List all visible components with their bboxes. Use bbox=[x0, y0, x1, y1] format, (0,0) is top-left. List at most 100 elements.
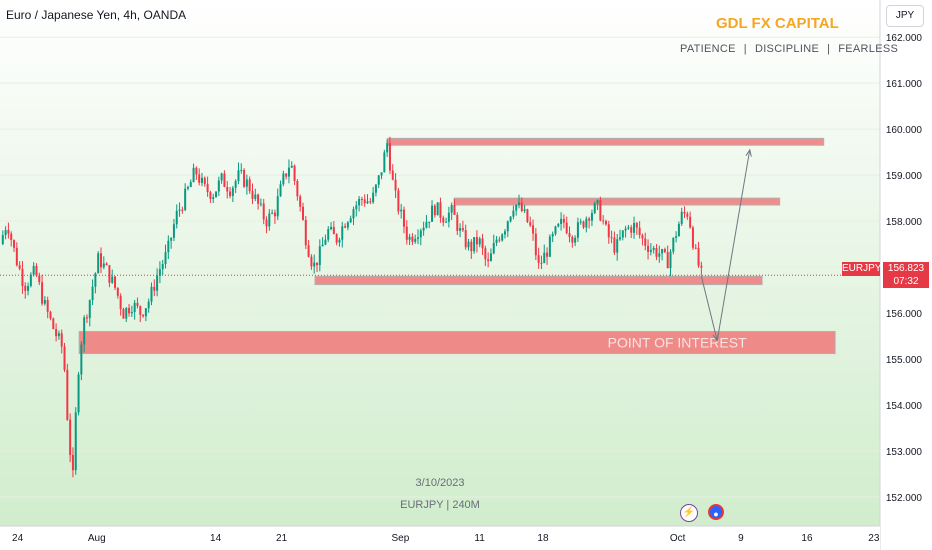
candle-body bbox=[501, 234, 504, 241]
last-price-label: 156.823 07:32 bbox=[883, 262, 929, 288]
candle-body bbox=[388, 143, 391, 171]
candle-body bbox=[683, 211, 686, 214]
price-tick-label: 153.000 bbox=[886, 447, 923, 458]
candle-body bbox=[144, 308, 147, 317]
candle-body bbox=[590, 213, 593, 221]
candle-body bbox=[133, 302, 136, 312]
candle-body bbox=[181, 209, 184, 211]
time-tick-label: Oct bbox=[670, 533, 686, 544]
candle-body bbox=[641, 235, 644, 239]
candle-body bbox=[111, 276, 114, 283]
candle-body bbox=[487, 259, 490, 262]
candle-body bbox=[374, 184, 377, 193]
candle-body bbox=[616, 239, 619, 253]
candle-body bbox=[551, 233, 554, 237]
candle-body bbox=[108, 265, 111, 283]
candle-body bbox=[91, 286, 94, 301]
candle-body bbox=[170, 237, 173, 241]
candle-body bbox=[523, 209, 526, 211]
candle-body bbox=[565, 222, 568, 234]
candle-body bbox=[489, 253, 492, 262]
candle-body bbox=[613, 237, 616, 253]
price-tick-label: 158.000 bbox=[886, 217, 923, 228]
time-tick-label: 18 bbox=[537, 533, 549, 544]
candle-body bbox=[621, 230, 624, 238]
candle-body bbox=[675, 236, 678, 238]
candle-body bbox=[495, 239, 498, 243]
candle-body bbox=[301, 206, 304, 220]
candle-body bbox=[24, 285, 27, 291]
candle-body bbox=[287, 167, 290, 177]
candle-body bbox=[167, 240, 170, 253]
candle-body bbox=[63, 346, 66, 370]
candle-body bbox=[130, 311, 133, 314]
candle-body bbox=[369, 201, 372, 203]
currency-button[interactable]: JPY bbox=[886, 5, 924, 27]
candle-body bbox=[484, 248, 487, 260]
candle-body bbox=[290, 165, 293, 168]
candle-body bbox=[142, 314, 145, 317]
candle-body bbox=[240, 169, 243, 171]
candle-body bbox=[498, 239, 501, 241]
brand-name: GDL FX CAPITAL bbox=[716, 15, 839, 32]
candle-body bbox=[102, 263, 105, 268]
lightning-icon[interactable]: ⚡ bbox=[680, 504, 698, 522]
candle-body bbox=[666, 252, 669, 269]
price-tick-label: 156.000 bbox=[886, 309, 923, 320]
price-tick-label: 162.000 bbox=[886, 33, 923, 44]
candle-body bbox=[43, 300, 46, 304]
candles bbox=[1, 136, 703, 478]
candle-body bbox=[282, 173, 285, 185]
zones: POINT OF INTEREST bbox=[78, 137, 836, 355]
candle-body bbox=[285, 173, 288, 177]
candle-body bbox=[422, 227, 425, 231]
candle-body bbox=[655, 248, 658, 257]
candle-body bbox=[94, 273, 97, 287]
candle-body bbox=[377, 175, 380, 185]
candle-body bbox=[344, 226, 347, 228]
candle-body bbox=[307, 245, 310, 257]
candle-body bbox=[436, 202, 439, 216]
candle-body bbox=[99, 253, 102, 268]
candle-body bbox=[71, 454, 74, 471]
candle-body bbox=[548, 236, 551, 257]
candle-body bbox=[195, 167, 198, 175]
candle-body bbox=[338, 239, 341, 243]
candle-body bbox=[593, 203, 596, 214]
candle-body bbox=[1, 235, 4, 245]
candle-body bbox=[318, 246, 321, 266]
time-axis[interactable]: 24 Aug 14 21 Sep 11 18 Oct 9 16 23 bbox=[0, 525, 880, 550]
candle-body bbox=[526, 209, 529, 223]
candle-body bbox=[445, 221, 448, 223]
candle-body bbox=[439, 202, 442, 218]
candle-body bbox=[229, 191, 232, 196]
candle-body bbox=[352, 209, 355, 219]
tagline-word: PATIENCE bbox=[680, 43, 736, 55]
candle-body bbox=[397, 190, 400, 212]
candle-body bbox=[128, 307, 131, 314]
candle-body bbox=[686, 213, 689, 217]
candle-body bbox=[27, 286, 30, 291]
candle-body bbox=[271, 212, 274, 214]
candle-body bbox=[672, 237, 675, 252]
candle-body bbox=[473, 237, 476, 252]
candle-body bbox=[69, 419, 72, 455]
candle-body bbox=[459, 228, 462, 231]
candle-body bbox=[243, 169, 246, 187]
candle-body bbox=[467, 241, 470, 248]
candle-body bbox=[186, 187, 189, 189]
candle-body bbox=[680, 211, 683, 224]
globe-flag-icon[interactable]: ● bbox=[708, 504, 724, 520]
candle-body bbox=[677, 223, 680, 237]
candle-body bbox=[554, 226, 557, 234]
time-tick-label: 11 bbox=[474, 533, 485, 544]
candle-body bbox=[372, 192, 375, 203]
candle-body bbox=[419, 230, 422, 238]
candle-body bbox=[49, 311, 52, 319]
candle-body bbox=[97, 253, 100, 274]
zone-label: POINT OF INTEREST bbox=[608, 335, 747, 351]
price-tick-label: 160.000 bbox=[886, 125, 923, 136]
candle-body bbox=[139, 306, 142, 315]
